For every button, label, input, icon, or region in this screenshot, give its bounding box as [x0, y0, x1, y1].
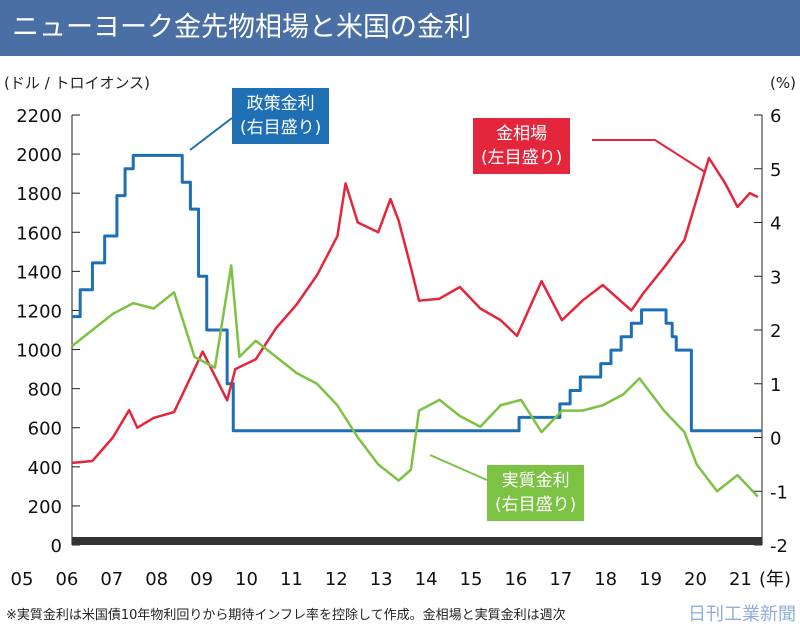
y-right-tick-label: 6: [770, 106, 781, 127]
y-right-tick-label: -1: [770, 482, 788, 503]
y-right-tick-label: 0: [770, 429, 781, 450]
y-left-tick-label: 1000: [16, 341, 62, 362]
chart-title: ニューヨーク金先物相場と米国の金利: [0, 0, 800, 56]
y-right-tick-label: 2: [770, 321, 781, 342]
x-axis-label: (年): [759, 569, 791, 590]
series-gold-line: [71, 156, 759, 465]
y-left-label: (ドル / トロイオンス): [4, 74, 150, 92]
series-policy-line: [72, 153, 762, 433]
y-left-tick-label: 1400: [16, 262, 62, 283]
series-real-line: [71, 264, 759, 498]
x-tick-label: 20: [684, 569, 707, 590]
footnote: ※実質金利は米国債10年物利回りから期待インフレ率を控除して作成。金相場と実質金…: [6, 608, 566, 623]
x-tick-label: 21: [729, 569, 752, 590]
x-tick-label: 19: [639, 569, 662, 590]
policy-name: 政策金利: [246, 94, 315, 114]
gold-sub: (左目盛り): [481, 148, 563, 168]
policy-label: 金相場政策金利(右目盛り): [232, 88, 330, 144]
y-left-tick-label: 2200: [16, 106, 62, 127]
x-tick-label: 15: [460, 569, 483, 590]
real-sub: (右目盛り): [495, 495, 577, 515]
real-label: 実質金利 (右目盛り): [487, 465, 585, 521]
real-name: 実質金利: [501, 471, 570, 491]
x-tick-label: 10: [235, 569, 258, 590]
y-left-tick-label: 1600: [16, 223, 62, 244]
x-tick-label: 16: [504, 569, 527, 590]
x-tick-label: 08: [145, 569, 168, 590]
x-tick-label: 12: [325, 569, 348, 590]
x-tick-label: 11: [280, 569, 303, 590]
x-tick-label: 14: [415, 569, 438, 590]
gold-arrow: [592, 139, 706, 173]
y-right-tick-label: 5: [770, 160, 781, 181]
y-left-tick-label: 800: [28, 380, 62, 401]
y-right-tick-label: -2: [770, 536, 788, 557]
x-tick-label: 13: [370, 569, 393, 590]
x-tick-label: 17: [549, 569, 572, 590]
y-left-tick-label: 200: [28, 497, 62, 518]
x-tick-label: 07: [100, 569, 123, 590]
y-right-tick-label: 1: [770, 375, 781, 396]
x-tick-label: 18: [594, 569, 617, 590]
policy-sub: (右目盛り): [240, 118, 322, 138]
y-left-tick-label: 600: [28, 419, 62, 440]
y-left-tick-label: 0: [51, 536, 62, 557]
y-left-tick-label: 1800: [16, 184, 62, 205]
y-left-tick-label: 2000: [16, 145, 62, 166]
y-right-label: (%): [770, 74, 796, 92]
x-tick-label: 09: [190, 569, 213, 590]
logo: 日刊工業新聞: [688, 604, 796, 625]
y-left-tick-label: 400: [28, 458, 62, 479]
y-right-tick-label: 4: [770, 214, 781, 235]
y-left-tick-label: 1200: [16, 301, 62, 322]
gold-label: 金相場 (左目盛り): [473, 118, 571, 174]
x-tick-label: 06: [55, 569, 78, 590]
x-axis-bar: [72, 537, 762, 545]
real-arrow: [429, 454, 488, 481]
x-tick-label: 05: [11, 569, 34, 590]
policy-arrow: [189, 117, 233, 151]
y-right-tick-label: 3: [770, 267, 781, 288]
gold-name: 金相場: [496, 124, 548, 144]
